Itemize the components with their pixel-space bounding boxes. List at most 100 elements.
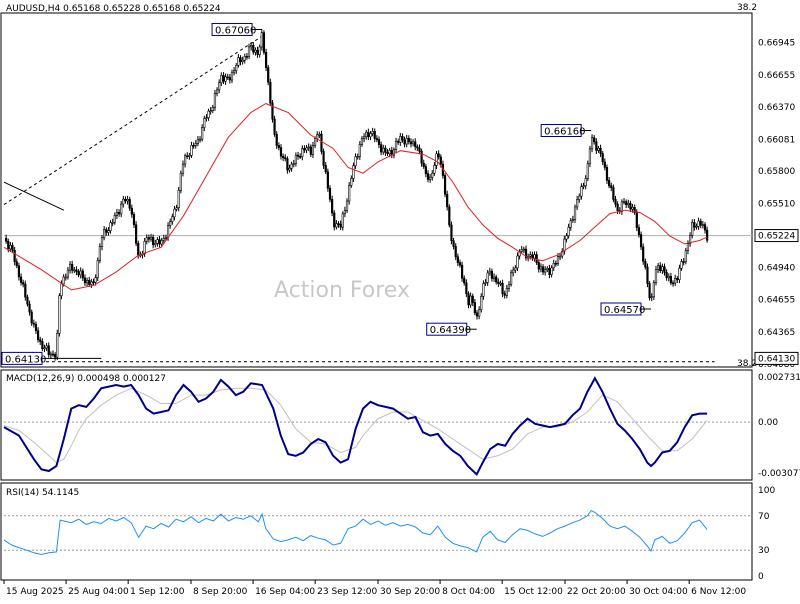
candle-body <box>303 148 306 151</box>
candle-body <box>299 156 302 158</box>
candle-body <box>469 295 472 306</box>
candle-body <box>435 153 438 166</box>
candle-body <box>556 256 560 264</box>
candle-body <box>697 220 700 227</box>
candle-body <box>584 178 587 187</box>
candle-body <box>173 208 176 218</box>
candle-body <box>384 147 387 153</box>
candle-body <box>648 283 651 299</box>
candle-body <box>24 283 27 298</box>
candle-body <box>22 282 25 285</box>
candle-body <box>124 198 127 202</box>
candle-body <box>460 264 464 279</box>
candle-body <box>475 312 479 317</box>
candle-body <box>529 254 532 257</box>
x-axis-tick-label: 16 Sep 04:00 <box>255 587 315 597</box>
candle-body <box>443 175 447 195</box>
candle-body <box>488 270 491 274</box>
candle-body <box>103 229 106 239</box>
candle-body <box>482 283 485 297</box>
candle-body <box>135 224 138 244</box>
candle-body <box>565 235 568 240</box>
candle-body <box>446 193 449 208</box>
candle-body <box>590 137 594 150</box>
candle-body <box>247 46 251 57</box>
rsi-line <box>3 509 708 556</box>
candle-body <box>54 354 57 358</box>
price-axis-tick-label: 0.64655 <box>758 295 795 305</box>
candle-body <box>610 185 613 188</box>
candle-body <box>156 239 159 244</box>
candle-body <box>241 60 244 63</box>
candle-body <box>26 296 29 305</box>
candle-body <box>273 118 276 135</box>
candle-body <box>237 57 240 66</box>
price-annotation-label: 0.64130 <box>5 354 46 365</box>
candle-body <box>90 281 93 285</box>
candle-body <box>424 166 427 174</box>
candle-body <box>541 266 545 273</box>
candle-body <box>627 203 630 206</box>
candle-body <box>699 220 702 226</box>
candle-body <box>277 145 280 148</box>
candle-body <box>401 136 404 141</box>
candle-body <box>36 330 40 341</box>
candle-body <box>561 250 564 257</box>
candle-body <box>674 278 677 284</box>
price-annotation-label: 0.64570 <box>604 305 645 316</box>
macd-panel-title: MACD(12,26,9) 0.000498 0.000127 <box>6 374 166 384</box>
candle-body <box>522 248 525 251</box>
candle-body <box>394 141 398 150</box>
candle-body <box>152 236 155 246</box>
candle-body <box>215 89 219 94</box>
candle-body <box>582 185 585 188</box>
macd-axis-tick-label: 0.002731 <box>758 373 800 383</box>
candle-body <box>533 254 536 259</box>
candle-body <box>71 263 74 271</box>
candle-body <box>328 187 332 200</box>
candle-body <box>362 136 366 139</box>
candle-body <box>571 219 574 221</box>
candle-body <box>337 223 340 225</box>
candle-body <box>448 206 451 226</box>
candle-body <box>371 131 374 134</box>
candle-body <box>164 237 168 239</box>
candle-body <box>47 345 50 355</box>
candle-body <box>373 131 376 139</box>
candle-body <box>79 270 82 276</box>
candle-body <box>411 141 415 145</box>
candle-body <box>343 210 347 215</box>
candle-body <box>92 281 95 284</box>
candle-body <box>386 152 389 155</box>
rsi-axis-tick-label: 100 <box>758 486 775 496</box>
candle-body <box>109 222 112 231</box>
price-axis-tick-label: 0.66370 <box>758 103 795 113</box>
candle-body <box>356 156 359 158</box>
candle-body <box>625 201 628 206</box>
candle-body <box>169 221 172 226</box>
x-axis-tick-label: 23 Sep 12:00 <box>317 587 377 597</box>
candle-body <box>296 154 300 157</box>
candle-body <box>175 207 178 210</box>
candle-body <box>454 246 457 258</box>
candle-body <box>654 269 658 283</box>
candle-body <box>569 220 572 228</box>
candle-body <box>637 227 641 235</box>
rsi-plot: 100 70 30 0 <box>3 486 775 582</box>
candle-body <box>254 49 257 53</box>
candle-body <box>567 226 570 237</box>
candle-body <box>228 77 231 81</box>
candle-body <box>203 118 206 128</box>
price-annotation-label: 0.67060 <box>215 25 256 36</box>
candle-body <box>676 278 679 281</box>
candle-body <box>546 268 549 271</box>
candle-body <box>68 263 72 271</box>
candle-body <box>224 76 227 82</box>
candle-body <box>128 199 131 209</box>
candle-body <box>644 261 647 268</box>
candle-body <box>126 199 129 202</box>
candle-body <box>313 138 317 146</box>
candle-body <box>365 131 368 138</box>
